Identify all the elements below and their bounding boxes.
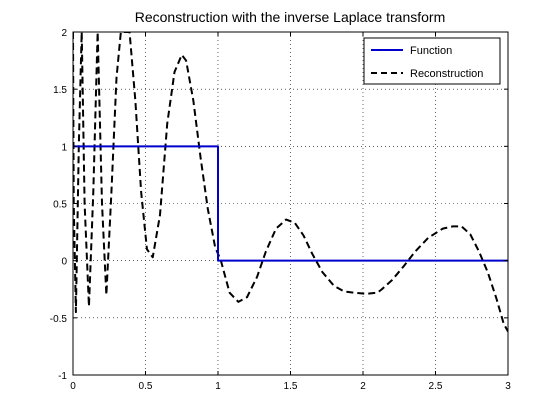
chart-title: Reconstruction with the inverse Laplace … (135, 9, 445, 25)
y-tick-label: 0 (61, 257, 67, 268)
y-tick-label: -0.5 (50, 314, 68, 325)
y-tick-label: 2 (61, 28, 67, 39)
y-tick-label: -1 (58, 371, 67, 382)
x-tick-label: 2 (360, 381, 366, 392)
legend-label-reconstruction: Reconstruction (410, 68, 483, 80)
x-tick-label: 3 (505, 381, 511, 392)
x-axis-tick-labels: 0 0.5 1 1.5 2 2.5 3 (70, 381, 511, 392)
y-axis-tick-labels: -1 -0.5 0 0.5 1 1.5 2 (50, 28, 68, 382)
x-tick-label: 1.5 (284, 381, 298, 392)
legend-label-function: Function (410, 45, 452, 57)
x-tick-label: 2.5 (429, 381, 443, 392)
y-tick-label: 1.5 (53, 85, 67, 96)
legend: Function Reconstruction (364, 38, 500, 84)
y-tick-label: 0.5 (53, 200, 67, 211)
x-tick-label: 0.5 (139, 381, 153, 392)
x-tick-label: 1 (215, 381, 221, 392)
y-tick-label: 1 (61, 142, 67, 153)
x-tick-label: 0 (70, 381, 76, 392)
